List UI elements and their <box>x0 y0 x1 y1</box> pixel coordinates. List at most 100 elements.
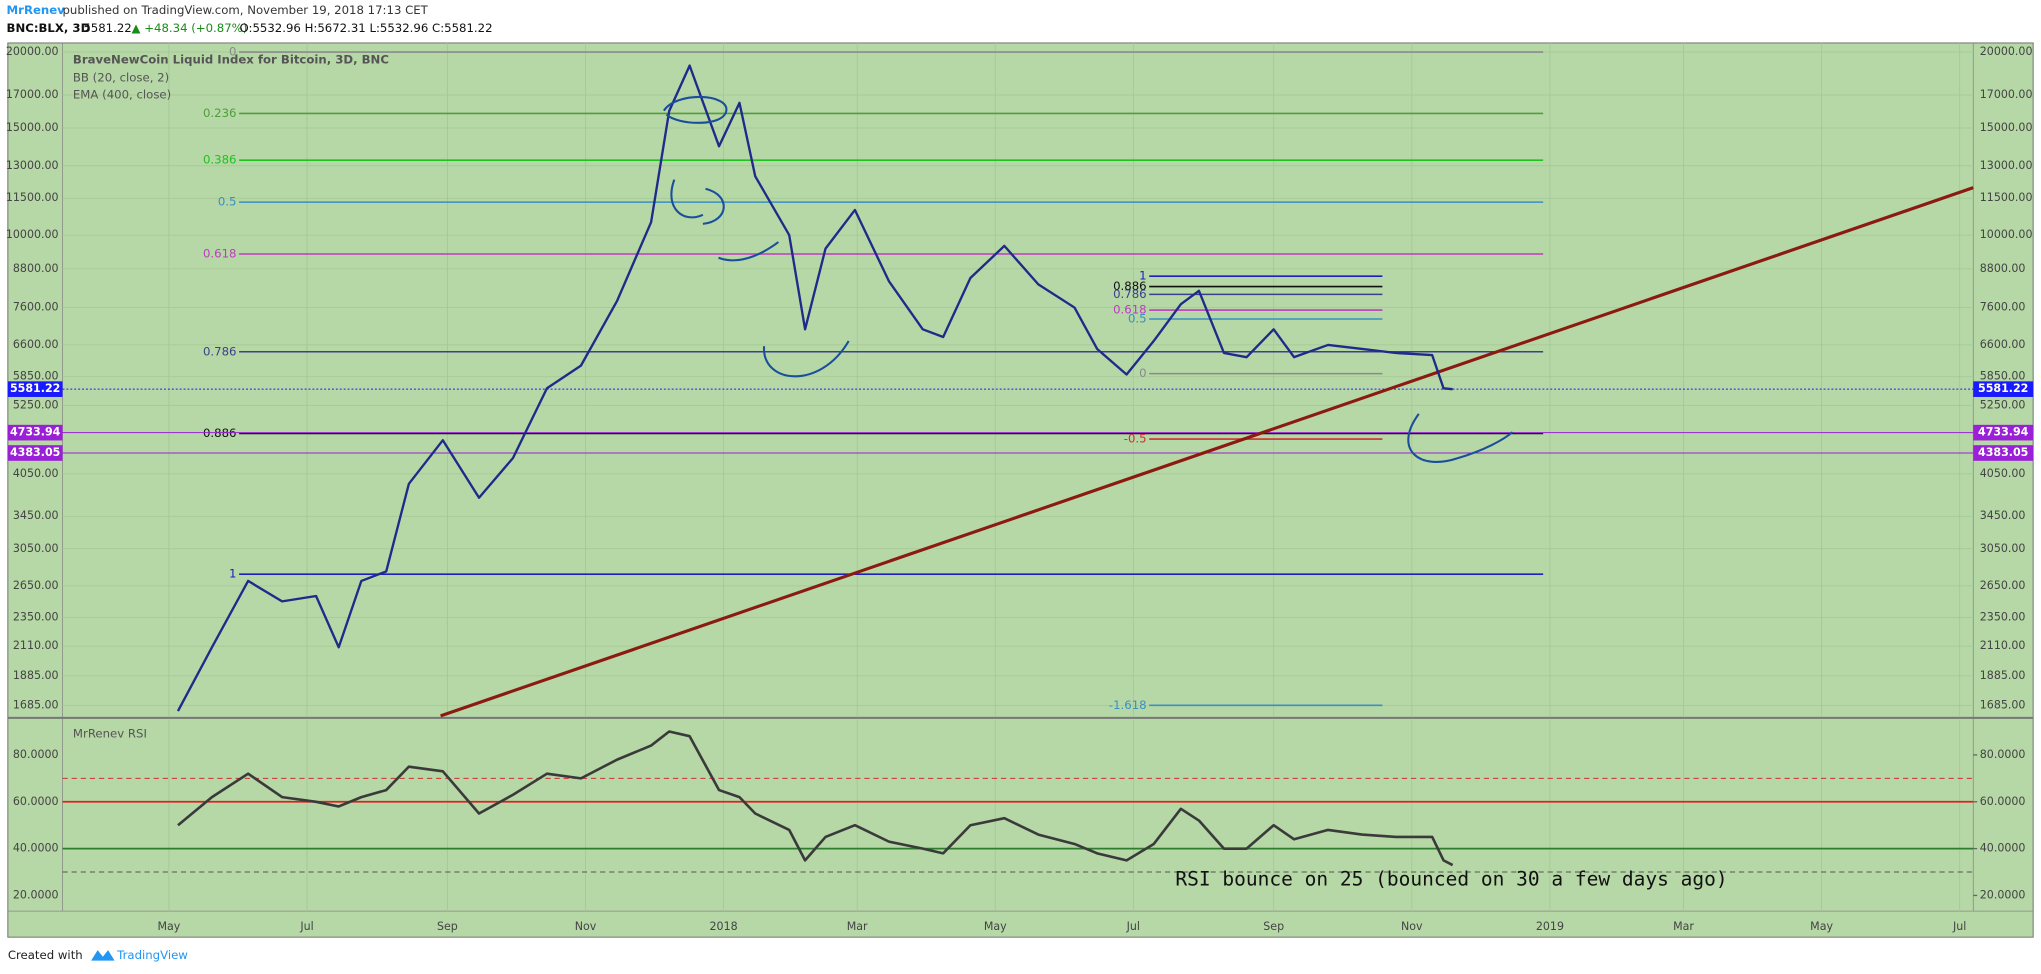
y-tick-label: 3050.00 <box>13 542 59 555</box>
x-tick-label: Mar <box>1673 920 1694 933</box>
y-tick-label: 4050.00 <box>1980 467 2026 480</box>
y-tick-label: 1885.00 <box>13 669 59 682</box>
y-tick-label: 1685.00 <box>13 698 59 711</box>
x-tick-label: Sep <box>1263 920 1284 933</box>
drawing <box>763 340 850 378</box>
change: ▲ +48.34 (+0.87%) <box>131 21 247 35</box>
fib-label: 0 <box>1139 366 1146 380</box>
series-line <box>176 64 1453 712</box>
price-box <box>1973 381 2034 397</box>
price-box-label: 5581.22 <box>10 382 60 395</box>
ohlc: O:5532.96 H:5672.31 L:5532.96 C:5581.22 <box>240 21 493 35</box>
y-tick-label: 17000.00 <box>1980 88 2033 101</box>
y-tick-label: 2650.00 <box>1980 579 2026 592</box>
y-tick-label: 20000.00 <box>6 45 59 58</box>
y-tick-label: 15000.00 <box>6 121 59 134</box>
y-tick-label: 15000.00 <box>1980 121 2033 134</box>
footer-created: Created with <box>8 948 83 962</box>
y-tick-label: 5850.00 <box>1980 370 2026 383</box>
fib-label: 0.236 <box>203 106 237 120</box>
y-tick-label: 80.0000 <box>1980 748 2026 761</box>
y-tick-label: 7600.00 <box>13 301 59 314</box>
y-tick-label: 3450.00 <box>1980 509 2026 522</box>
x-tick-label: Jul <box>1126 920 1140 933</box>
publisher[interactable]: MrRenev <box>7 3 66 17</box>
x-tick-label: Nov <box>575 920 597 933</box>
x-tick-label: Sep <box>437 920 458 933</box>
rsi-title: MrRenev RSI <box>73 727 147 741</box>
y-tick-label: 2650.00 <box>13 579 59 592</box>
x-tick-label: May <box>984 920 1007 933</box>
plot-layer: May Jul Sep Nov 2018 Mar May Jul Sep Nov 2019 Mar Ma… <box>6 42 2034 933</box>
y-tick-label: 1685.00 <box>1980 698 2026 711</box>
y-tick-label: 17000.00 <box>6 88 59 101</box>
y-tick-label: 2110.00 <box>1980 639 2026 652</box>
hand-drawings <box>662 95 1514 463</box>
x-tick-label: Jul <box>299 920 313 933</box>
symbol: BNC:BLX, 3D <box>7 21 91 35</box>
fib-label: 0.786 <box>203 344 237 358</box>
price-box-label: 4733.94 <box>1978 426 2029 439</box>
y-tick-label: 5850.00 <box>13 370 59 383</box>
y-tick-label: 5250.00 <box>13 398 59 411</box>
trendline <box>440 186 1974 718</box>
price-box <box>7 445 63 461</box>
price-box-label: 4733.94 <box>10 426 61 439</box>
fib-label: -0.5 <box>1124 432 1147 446</box>
fib-label: 1 <box>1139 269 1146 283</box>
x-tick-label: Mar <box>847 920 868 933</box>
last-price: 5581.22 <box>83 21 131 35</box>
fib-label: 0.5 <box>218 195 237 209</box>
y-tick-label: 2350.00 <box>1980 611 2026 624</box>
x-tick-label: May <box>157 920 180 933</box>
price-box <box>1973 424 2034 441</box>
drawing <box>718 241 780 262</box>
tradingview-logo <box>91 950 115 961</box>
chart-panel <box>7 42 2034 938</box>
y-tick-label: 7600.00 <box>1980 301 2026 314</box>
x-tick-label: May <box>1810 920 1833 933</box>
price-box-label: 4383.05 <box>1978 446 2028 459</box>
published: published on TradingView.com, November 1… <box>63 3 429 17</box>
y-tick-label: 80.0000 <box>13 748 59 761</box>
fib-label: 0 <box>229 45 236 59</box>
series-line <box>177 730 1454 867</box>
y-tick-label: 13000.00 <box>1980 159 2033 172</box>
drawing <box>670 179 725 225</box>
y-tick-label: 8800.00 <box>13 262 59 275</box>
y-tick-label: 3050.00 <box>1980 542 2026 555</box>
annotation: RSI bounce on 25 (bounced on 30 a few da… <box>1175 867 1727 890</box>
fib-label: 0.886 <box>1113 279 1147 293</box>
fib-label: 0.618 <box>203 247 237 261</box>
y-tick-label: 20000.00 <box>1980 45 2033 58</box>
price-box <box>7 424 63 441</box>
y-tick-label: 6600.00 <box>1980 338 2026 351</box>
y-tick-label: 3450.00 <box>13 509 59 522</box>
y-tick-label: 10000.00 <box>1980 228 2033 241</box>
y-tick-label: 6600.00 <box>13 338 59 351</box>
drawing <box>1407 413 1514 463</box>
chart-title: BraveNewCoin Liquid Index for Bitcoin, 3… <box>73 52 389 66</box>
fib-label: 1 <box>229 567 236 581</box>
y-tick-label: 40.0000 <box>1980 842 2026 855</box>
y-tick-label: 4050.00 <box>13 467 59 480</box>
footer-brand[interactable]: TradingView <box>116 948 188 962</box>
indicator-label: BB (20, close, 2) <box>73 71 169 85</box>
fib-label: -1.618 <box>1109 698 1147 712</box>
y-tick-label: 2350.00 <box>13 611 59 624</box>
y-tick-label: 40.0000 <box>13 842 59 855</box>
y-tick-label: 11500.00 <box>6 191 59 204</box>
y-tick-label: 8800.00 <box>1980 262 2026 275</box>
price-box-label: 5581.22 <box>1978 382 2028 395</box>
indicator-label: EMA (400, close) <box>73 88 171 102</box>
y-tick-label: 60.0000 <box>13 795 59 808</box>
drawing <box>662 95 728 124</box>
y-tick-label: 20.0000 <box>13 888 59 901</box>
x-tick-label: 2019 <box>1536 920 1564 933</box>
y-tick-label: 11500.00 <box>1980 191 2033 204</box>
fib-label: 0.5 <box>1128 311 1147 325</box>
y-tick-label: 60.0000 <box>1980 795 2026 808</box>
price-box-label: 4383.05 <box>10 446 60 459</box>
